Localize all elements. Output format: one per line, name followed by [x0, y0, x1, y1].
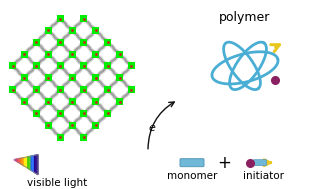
Bar — [45, 51, 52, 58]
Bar — [56, 110, 63, 117]
Bar — [33, 110, 40, 117]
Bar — [92, 51, 99, 58]
Bar — [56, 63, 63, 70]
Bar — [45, 74, 52, 81]
Text: monomer: monomer — [167, 171, 217, 181]
Bar — [116, 51, 123, 58]
Text: +: + — [217, 154, 231, 172]
Bar — [80, 110, 87, 117]
Polygon shape — [21, 158, 24, 166]
Bar — [80, 134, 87, 141]
Bar — [69, 74, 76, 81]
Bar — [33, 86, 40, 93]
Bar — [128, 86, 135, 93]
Bar — [92, 27, 99, 34]
Bar — [45, 122, 52, 129]
Bar — [56, 15, 63, 22]
Text: initiator: initiator — [242, 171, 284, 181]
Polygon shape — [18, 158, 21, 164]
Bar — [92, 122, 99, 129]
Bar — [33, 63, 40, 70]
Bar — [33, 39, 40, 46]
Polygon shape — [34, 155, 38, 175]
Bar — [21, 74, 28, 81]
Bar — [80, 86, 87, 93]
Bar — [80, 63, 87, 70]
Polygon shape — [24, 157, 28, 168]
FancyBboxPatch shape — [254, 160, 266, 166]
Polygon shape — [28, 156, 31, 170]
Bar — [92, 74, 99, 81]
Bar — [104, 86, 111, 93]
Bar — [116, 74, 123, 81]
Bar — [128, 63, 135, 70]
Bar — [104, 63, 111, 70]
Bar — [9, 86, 16, 93]
Polygon shape — [31, 155, 34, 173]
Bar — [21, 51, 28, 58]
Bar — [69, 122, 76, 129]
Text: polymer: polymer — [219, 11, 271, 24]
Bar — [56, 86, 63, 93]
Bar — [45, 27, 52, 34]
Polygon shape — [14, 159, 18, 162]
Bar — [69, 51, 76, 58]
FancyBboxPatch shape — [180, 159, 204, 167]
Bar — [45, 98, 52, 105]
Text: visible light: visible light — [27, 178, 87, 188]
Bar — [56, 134, 63, 141]
Bar — [9, 63, 16, 70]
Bar — [69, 98, 76, 105]
Bar — [69, 27, 76, 34]
Bar — [92, 98, 99, 105]
Bar — [80, 39, 87, 46]
Bar — [21, 98, 28, 105]
Text: e: e — [149, 123, 155, 133]
Bar — [116, 98, 123, 105]
Bar — [80, 15, 87, 22]
Bar — [104, 110, 111, 117]
Bar — [56, 39, 63, 46]
Bar — [104, 39, 111, 46]
